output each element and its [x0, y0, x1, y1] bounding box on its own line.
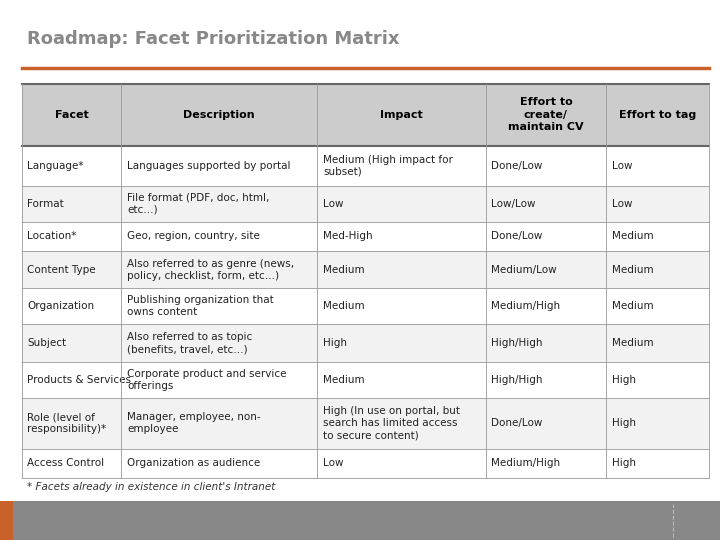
Text: Effort to
create/
maintain CV: Effort to create/ maintain CV: [508, 97, 584, 132]
Text: Publishing organization that
owns content: Publishing organization that owns conten…: [127, 295, 274, 318]
Text: Medium/High: Medium/High: [492, 458, 561, 468]
Text: Medium: Medium: [323, 301, 364, 311]
Text: High: High: [612, 375, 636, 385]
Text: Medium: Medium: [612, 338, 654, 348]
Text: Facet: Facet: [55, 110, 89, 120]
Bar: [22, 186, 709, 221]
Text: Low: Low: [323, 458, 343, 468]
Text: Low: Low: [612, 161, 632, 171]
Text: High: High: [612, 458, 636, 468]
Text: Taxonomy Strategies LLC   The business of organized information: Taxonomy Strategies LLC The business of …: [20, 516, 295, 525]
Text: 66: 66: [692, 516, 704, 525]
Text: Corporate product and service
offerings: Corporate product and service offerings: [127, 369, 287, 391]
Text: Med-High: Med-High: [323, 231, 373, 241]
Bar: [22, 397, 709, 449]
Text: Medium (High impact for
subset): Medium (High impact for subset): [323, 155, 453, 177]
Text: Description: Description: [184, 110, 255, 120]
Bar: [0, 501, 720, 540]
Text: * Facets already in existence in client's Intranet: * Facets already in existence in client'…: [27, 482, 276, 492]
Bar: [22, 362, 709, 397]
Text: Location*: Location*: [27, 231, 77, 241]
Text: High: High: [323, 338, 347, 348]
Text: Content Type: Content Type: [27, 265, 96, 274]
Text: Medium: Medium: [612, 301, 654, 311]
Text: Organization as audience: Organization as audience: [127, 458, 261, 468]
Text: Language*: Language*: [27, 161, 84, 171]
Text: Effort to tag: Effort to tag: [619, 110, 696, 120]
Text: Low: Low: [323, 199, 343, 209]
Text: Also referred to as topic
(benefits, travel, etc…): Also referred to as topic (benefits, tra…: [127, 332, 252, 354]
Bar: [22, 449, 709, 478]
Text: Medium: Medium: [612, 265, 654, 274]
Text: Role (level of
responsibility)*: Role (level of responsibility)*: [27, 413, 107, 434]
Text: Medium/High: Medium/High: [492, 301, 561, 311]
Text: Medium: Medium: [612, 231, 654, 241]
Bar: [22, 146, 709, 186]
Text: Subject: Subject: [27, 338, 66, 348]
Text: File format (PDF, doc, html,
etc…): File format (PDF, doc, html, etc…): [127, 193, 269, 215]
Text: Done/Low: Done/Low: [492, 161, 543, 171]
Text: Medium/Low: Medium/Low: [492, 265, 557, 274]
Text: Low/Low: Low/Low: [492, 199, 536, 209]
Text: Access Control: Access Control: [27, 458, 104, 468]
Bar: [22, 288, 709, 324]
Text: Medium: Medium: [323, 375, 364, 385]
Bar: [22, 324, 709, 362]
Text: Languages supported by portal: Languages supported by portal: [127, 161, 291, 171]
Text: Done/Low: Done/Low: [492, 231, 543, 241]
Text: High/High: High/High: [492, 338, 543, 348]
Text: Organization: Organization: [27, 301, 94, 311]
Bar: [22, 84, 709, 146]
Text: Done/Low: Done/Low: [492, 418, 543, 428]
Bar: [0, 501, 13, 540]
Text: Geo, region, country, site: Geo, region, country, site: [127, 231, 260, 241]
Text: Format: Format: [27, 199, 64, 209]
Text: Impact: Impact: [380, 110, 423, 120]
Bar: [22, 251, 709, 288]
Bar: [22, 221, 709, 251]
Text: Products & Services: Products & Services: [27, 375, 131, 385]
Text: High/High: High/High: [492, 375, 543, 385]
Text: Medium: Medium: [323, 265, 364, 274]
Text: High (In use on portal, but
search has limited access
to secure content): High (In use on portal, but search has l…: [323, 406, 460, 440]
Text: High: High: [612, 418, 636, 428]
Text: Also referred to as genre (news,
policy, checklist, form, etc…): Also referred to as genre (news, policy,…: [127, 259, 294, 280]
Text: Roadmap: Facet Prioritization Matrix: Roadmap: Facet Prioritization Matrix: [27, 30, 400, 48]
Text: Manager, employee, non-
employee: Manager, employee, non- employee: [127, 413, 261, 434]
Text: Low: Low: [612, 199, 632, 209]
